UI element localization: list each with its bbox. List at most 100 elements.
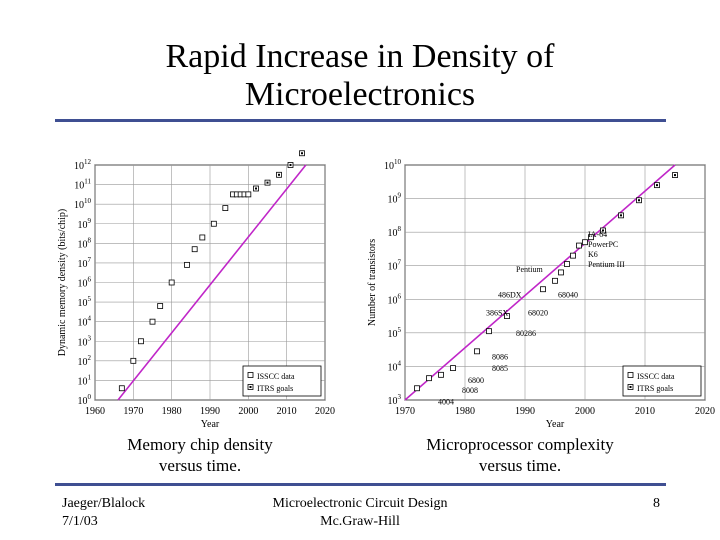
x-axis-label: Year [546, 419, 565, 430]
processor-annotation: 386SX [486, 309, 508, 318]
slide-title-line-2: Microelectronics [244, 76, 476, 113]
footer-date: 7/1/03 [62, 514, 98, 529]
data-point-issc [570, 252, 576, 259]
y-tick-label: 1011 [74, 178, 91, 192]
y-tick-label: 105 [78, 295, 92, 309]
data-point-issc [576, 242, 582, 249]
legend-box [622, 365, 702, 397]
page-number: 8 [653, 496, 660, 511]
microprocessor-complexity-chart: 103 104 105 106 107 108 109 1010 1970 1980 1990 200… [367, 158, 715, 430]
data-point-issc [558, 269, 564, 276]
processor-annotation: 8008 [462, 386, 478, 395]
data-point-issc [184, 261, 190, 268]
footer-publisher: Mc.Graw-Hill [320, 514, 400, 529]
x-tick-label: 2020 [315, 406, 335, 417]
data-point-issc [138, 338, 144, 345]
data-point-issc [191, 246, 198, 253]
y-axis-label: Dynamic memory density (bits/chip) [57, 209, 68, 356]
data-point-issc [474, 348, 480, 355]
processor-annotation: 6800 [468, 376, 484, 385]
data-point-issc [564, 261, 570, 267]
y-tick-label: 109 [388, 192, 402, 206]
y-tick-label: 104 [78, 315, 92, 329]
y-tick-label: 109 [78, 217, 92, 231]
memory-caption-line-2: versus time. [158, 456, 242, 475]
data-point-itrs-dot [278, 173, 280, 176]
x-tick-label: 1990 [515, 406, 535, 417]
data-point-itrs-dot [255, 187, 257, 190]
legend-box [242, 365, 322, 397]
memory-density-chart: 100 101 102 103 104 105 106 107 108 109 1010 1011 10… [57, 150, 335, 430]
y-tick-label: 102 [78, 354, 92, 368]
x-tick-label: 2000 [238, 406, 258, 417]
data-point-issc [582, 239, 588, 246]
x-tick-label: 1980 [162, 406, 182, 417]
data-point-issc [130, 357, 137, 364]
y-tick-label: 107 [78, 256, 92, 270]
processor-annotation: IA-64 [588, 230, 607, 239]
legend-marker [247, 372, 254, 378]
slide-title-line-1: Rapid Increase in Density of [165, 38, 555, 75]
data-point-itrs-dot [620, 214, 622, 217]
processor-annotation: Pentium [516, 265, 543, 274]
y-tick-label: 106 [78, 276, 92, 290]
data-point-issc [504, 313, 510, 319]
data-point-itrs-dot [638, 199, 640, 202]
x-axis-label: Year [201, 419, 220, 430]
legend-marker-dot [629, 386, 632, 388]
footer-author-name: Jaeger/Blalock [62, 496, 146, 511]
y-tick-label: 1010 [74, 197, 92, 211]
legend-label: ISSCC data [257, 372, 295, 381]
processor-annotation: 4004 [438, 398, 454, 407]
processor-annotation: 80286 [516, 329, 536, 338]
footer-book: Microelectronic Circuit Design Mc.Graw-H… [240, 495, 480, 531]
footer-book-title: Microelectronic Circuit Design [272, 496, 448, 511]
footer-author: Jaeger/Blalock 7/1/03 [62, 495, 145, 531]
data-point-issc [245, 191, 252, 198]
data-point-itrs-dot [266, 181, 269, 184]
processor-annotation: 68040 [558, 290, 578, 299]
processor-annotation: 68020 [528, 309, 548, 318]
y-tick-label: 100 [78, 393, 92, 407]
trend-line [404, 164, 676, 401]
memory-caption-line-1: Memory chip density [127, 435, 273, 454]
x-tick-label: 2000 [575, 406, 595, 417]
y-axis-label: Number of transistors [367, 239, 378, 326]
x-tick-label: 2010 [277, 406, 297, 417]
data-point-itrs-dot [602, 229, 604, 232]
legend-label: ISSCC data [637, 372, 675, 381]
processor-annotation: Pentium III [588, 260, 625, 269]
y-tick-label: 103 [388, 393, 402, 407]
y-tick-label: 108 [388, 225, 402, 239]
data-point-issc [438, 371, 444, 378]
x-tick-label: 1970 [395, 406, 415, 417]
data-point-issc [118, 385, 125, 392]
processor-annotation: PowerPC [588, 240, 618, 249]
legend-label: ITRS goals [637, 384, 673, 393]
processor-annotation: K6 [588, 250, 598, 259]
y-tick-label: 108 [78, 236, 92, 250]
data-point-issc [450, 365, 456, 372]
x-tick-label: 2010 [635, 406, 655, 417]
y-tick-label: 106 [388, 292, 402, 306]
microprocessor-chart-caption: Microprocessor complexity versus time. [395, 434, 645, 476]
processor-annotation: 486DX [498, 290, 522, 299]
data-point-issc [157, 303, 164, 309]
data-point-issc [540, 286, 546, 293]
y-tick-label: 101 [78, 373, 92, 387]
data-point-itrs-dot [674, 174, 676, 177]
data-point-issc [199, 234, 206, 241]
y-tick-label: 1012 [74, 158, 92, 172]
slide-title: Rapid Increase in Density of Microelectr… [0, 38, 720, 114]
x-tick-label: 1980 [455, 406, 475, 417]
data-point-itrs-dot [656, 184, 658, 187]
microprocessor-caption-line-1: Microprocessor complexity [426, 435, 614, 454]
x-tick-label: 1990 [200, 406, 220, 417]
data-point-issc [149, 318, 156, 325]
legend-label: ITRS goals [257, 384, 293, 393]
x-tick-label: 2020 [695, 406, 715, 417]
y-tick-label: 105 [388, 326, 402, 340]
y-tick-label: 104 [388, 359, 402, 373]
data-point-issc [486, 328, 492, 335]
data-point-issc [168, 279, 175, 286]
